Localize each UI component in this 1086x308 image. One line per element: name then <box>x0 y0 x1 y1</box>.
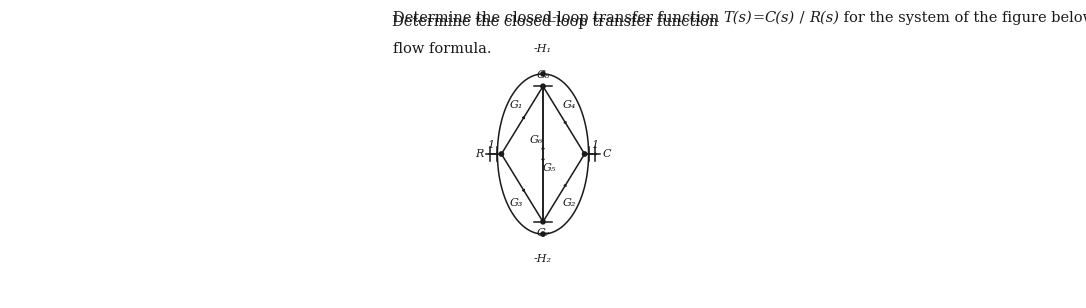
Text: /: / <box>795 11 809 25</box>
Text: flow formula.: flow formula. <box>393 42 491 55</box>
Text: for the system of the figure below using Mason’s signal -: for the system of the figure below using… <box>838 11 1086 25</box>
Text: Determine the closed-loop transfer function: Determine the closed-loop transfer funct… <box>393 11 723 25</box>
Text: G₁: G₁ <box>510 100 523 110</box>
Circle shape <box>541 232 545 236</box>
Text: G₈: G₈ <box>536 70 550 79</box>
Text: 1: 1 <box>591 140 598 150</box>
Circle shape <box>500 152 504 156</box>
Text: G₆: G₆ <box>530 135 543 145</box>
Text: Determine the closed-loop transfer function: Determine the closed-loop transfer funct… <box>392 15 723 29</box>
Text: G₃: G₃ <box>510 198 523 208</box>
Text: 1: 1 <box>488 140 495 150</box>
Text: =: = <box>753 11 765 25</box>
Text: T(s): T(s) <box>723 11 753 25</box>
Circle shape <box>541 72 545 76</box>
Text: G₂: G₂ <box>563 198 576 208</box>
Text: R(s): R(s) <box>809 11 838 25</box>
Circle shape <box>541 220 545 224</box>
Circle shape <box>582 152 586 156</box>
Text: -H₁: -H₁ <box>534 44 552 54</box>
Text: C: C <box>603 149 611 159</box>
Text: R: R <box>475 149 483 159</box>
Text: G₅: G₅ <box>543 163 556 173</box>
Text: -H₂: -H₂ <box>534 254 552 264</box>
Text: C(s): C(s) <box>765 11 795 25</box>
Text: G₇: G₇ <box>536 229 550 238</box>
Circle shape <box>541 84 545 88</box>
Text: G₄: G₄ <box>563 100 576 110</box>
